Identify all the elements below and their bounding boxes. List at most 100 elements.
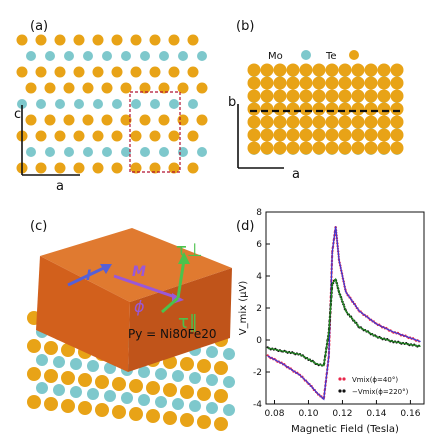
te-atom — [25, 114, 37, 126]
te-atom — [364, 128, 378, 142]
mo-atom — [159, 51, 169, 61]
te-atom — [286, 102, 300, 116]
te-atom — [111, 66, 123, 78]
y-axis-label: V_mix (μV) — [238, 281, 249, 336]
y-tick-label: -4 — [253, 400, 262, 410]
te-atom — [299, 76, 313, 90]
mo-atom — [159, 147, 169, 157]
te-atom — [286, 141, 300, 155]
te-atom — [312, 89, 326, 103]
te-atom — [377, 76, 391, 90]
te-atom — [338, 128, 352, 142]
mo-atom — [140, 51, 150, 61]
te-atom — [158, 114, 170, 126]
M-label: M — [132, 264, 146, 280]
te-atom — [130, 162, 142, 174]
te-atom — [44, 114, 56, 126]
phi-label: ϕ — [134, 297, 145, 316]
panel-a-label: (a) — [30, 19, 48, 34]
te-atom — [273, 141, 287, 155]
mo-atom — [206, 402, 218, 414]
mo-atom — [223, 348, 235, 360]
te-atom — [364, 76, 378, 90]
mo-atom — [45, 147, 55, 157]
te-atom — [260, 89, 274, 103]
mo-atom — [70, 386, 82, 398]
te-atom — [325, 128, 339, 142]
te-atom — [299, 102, 313, 116]
te-atom — [377, 63, 391, 77]
mo-atom — [17, 99, 27, 109]
te-atom — [273, 89, 287, 103]
mo-atom — [121, 51, 131, 61]
mo-atom — [53, 356, 65, 368]
x-tick-label: 0.08 — [264, 409, 284, 419]
te-atom — [139, 114, 151, 126]
mo-atom — [138, 366, 150, 378]
te-atom — [364, 89, 378, 103]
te-atom — [286, 128, 300, 142]
te-atom — [299, 141, 313, 155]
te-atom — [273, 76, 287, 90]
te-atom — [351, 115, 365, 129]
te-atom — [92, 162, 104, 174]
te-atom — [312, 102, 326, 116]
te-atom — [54, 130, 66, 142]
te-atom — [377, 102, 391, 116]
te-atom — [101, 114, 113, 126]
te-atom — [247, 128, 261, 142]
te-atom — [187, 162, 199, 174]
te-atom — [168, 66, 180, 78]
legend-mo-label: Mo — [268, 51, 283, 62]
mo-atom — [70, 358, 82, 370]
te-atom — [27, 395, 41, 409]
tau-perp-label: τ⊥ — [176, 240, 203, 261]
panel-c-label: (c) — [30, 219, 47, 234]
mo-atom — [55, 99, 65, 109]
te-atom — [111, 130, 123, 142]
x-tick-label: 0.14 — [366, 409, 386, 419]
legend-marker-2 — [338, 389, 342, 393]
y-tick-label: 2 — [256, 304, 262, 314]
te-atom — [63, 114, 75, 126]
mo-atom — [206, 374, 218, 386]
te-atom — [139, 82, 151, 94]
te-atom — [286, 63, 300, 77]
te-atom — [92, 66, 104, 78]
te-atom — [325, 63, 339, 77]
y-tick-label: 0 — [256, 336, 262, 346]
te-atom — [364, 141, 378, 155]
py-side-face — [128, 268, 232, 372]
te-atom — [338, 89, 352, 103]
panel-d-chart: 0.08 0.10 0.12 0.14 0.16 -4 -2 0 2 4 6 8 Magnetic F… — [238, 208, 425, 435]
te-atom — [299, 63, 313, 77]
mo-atom — [189, 372, 201, 384]
te-atom — [187, 34, 199, 46]
te-atom — [82, 114, 94, 126]
te-atom — [390, 128, 404, 142]
te-atom — [196, 82, 208, 94]
legend-marker-1 — [338, 377, 342, 381]
x-tick-label: 0.12 — [332, 409, 352, 419]
py-label: Py = Ni80Fe20 — [128, 327, 217, 341]
te-atom — [44, 397, 58, 411]
mo-atom — [53, 384, 65, 396]
te-atom — [44, 369, 58, 383]
te-atom — [16, 34, 28, 46]
x-axis-label: Magnetic Field (Tesla) — [291, 424, 399, 435]
I-label: I — [86, 268, 91, 284]
te-atom — [130, 66, 142, 78]
unit-cell-box — [129, 91, 181, 173]
te-atom — [197, 415, 211, 429]
te-atom — [260, 128, 274, 142]
te-atom — [78, 373, 92, 387]
te-atom — [214, 417, 228, 431]
te-atom — [390, 141, 404, 155]
mo-atom — [197, 147, 207, 157]
te-atom — [180, 357, 194, 371]
te-atom — [61, 371, 75, 385]
te-atom — [78, 401, 92, 415]
te-atom — [247, 63, 261, 77]
te-atom — [338, 115, 352, 129]
mo-atom — [155, 396, 167, 408]
